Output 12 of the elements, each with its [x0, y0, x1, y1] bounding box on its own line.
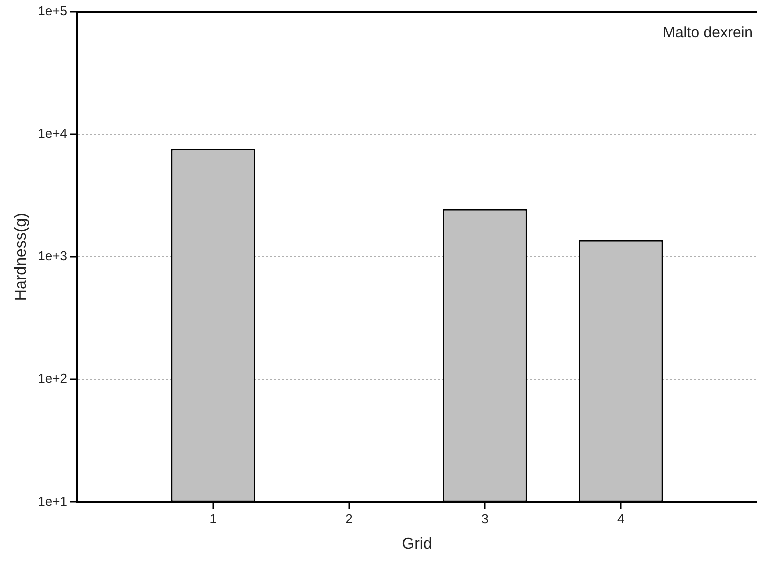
y-tick-label: 1e+2: [38, 371, 68, 386]
x-tick-label: 2: [346, 512, 353, 527]
x-tick-label: 4: [617, 512, 625, 527]
y-axis-title: Hardness(g): [13, 213, 30, 302]
x-tick-label: 3: [482, 512, 489, 527]
annotation: Malto dexrein: [662, 24, 753, 42]
x-axis-title: Grid: [402, 536, 432, 553]
y-tick-label: 1e+3: [38, 248, 68, 264]
y-tick-label: 1e+1: [38, 494, 68, 509]
y-tick-label: 1e+5: [38, 4, 68, 19]
y-tick-label: 1e+4: [38, 126, 68, 142]
x-tick-label: 1: [210, 512, 218, 527]
